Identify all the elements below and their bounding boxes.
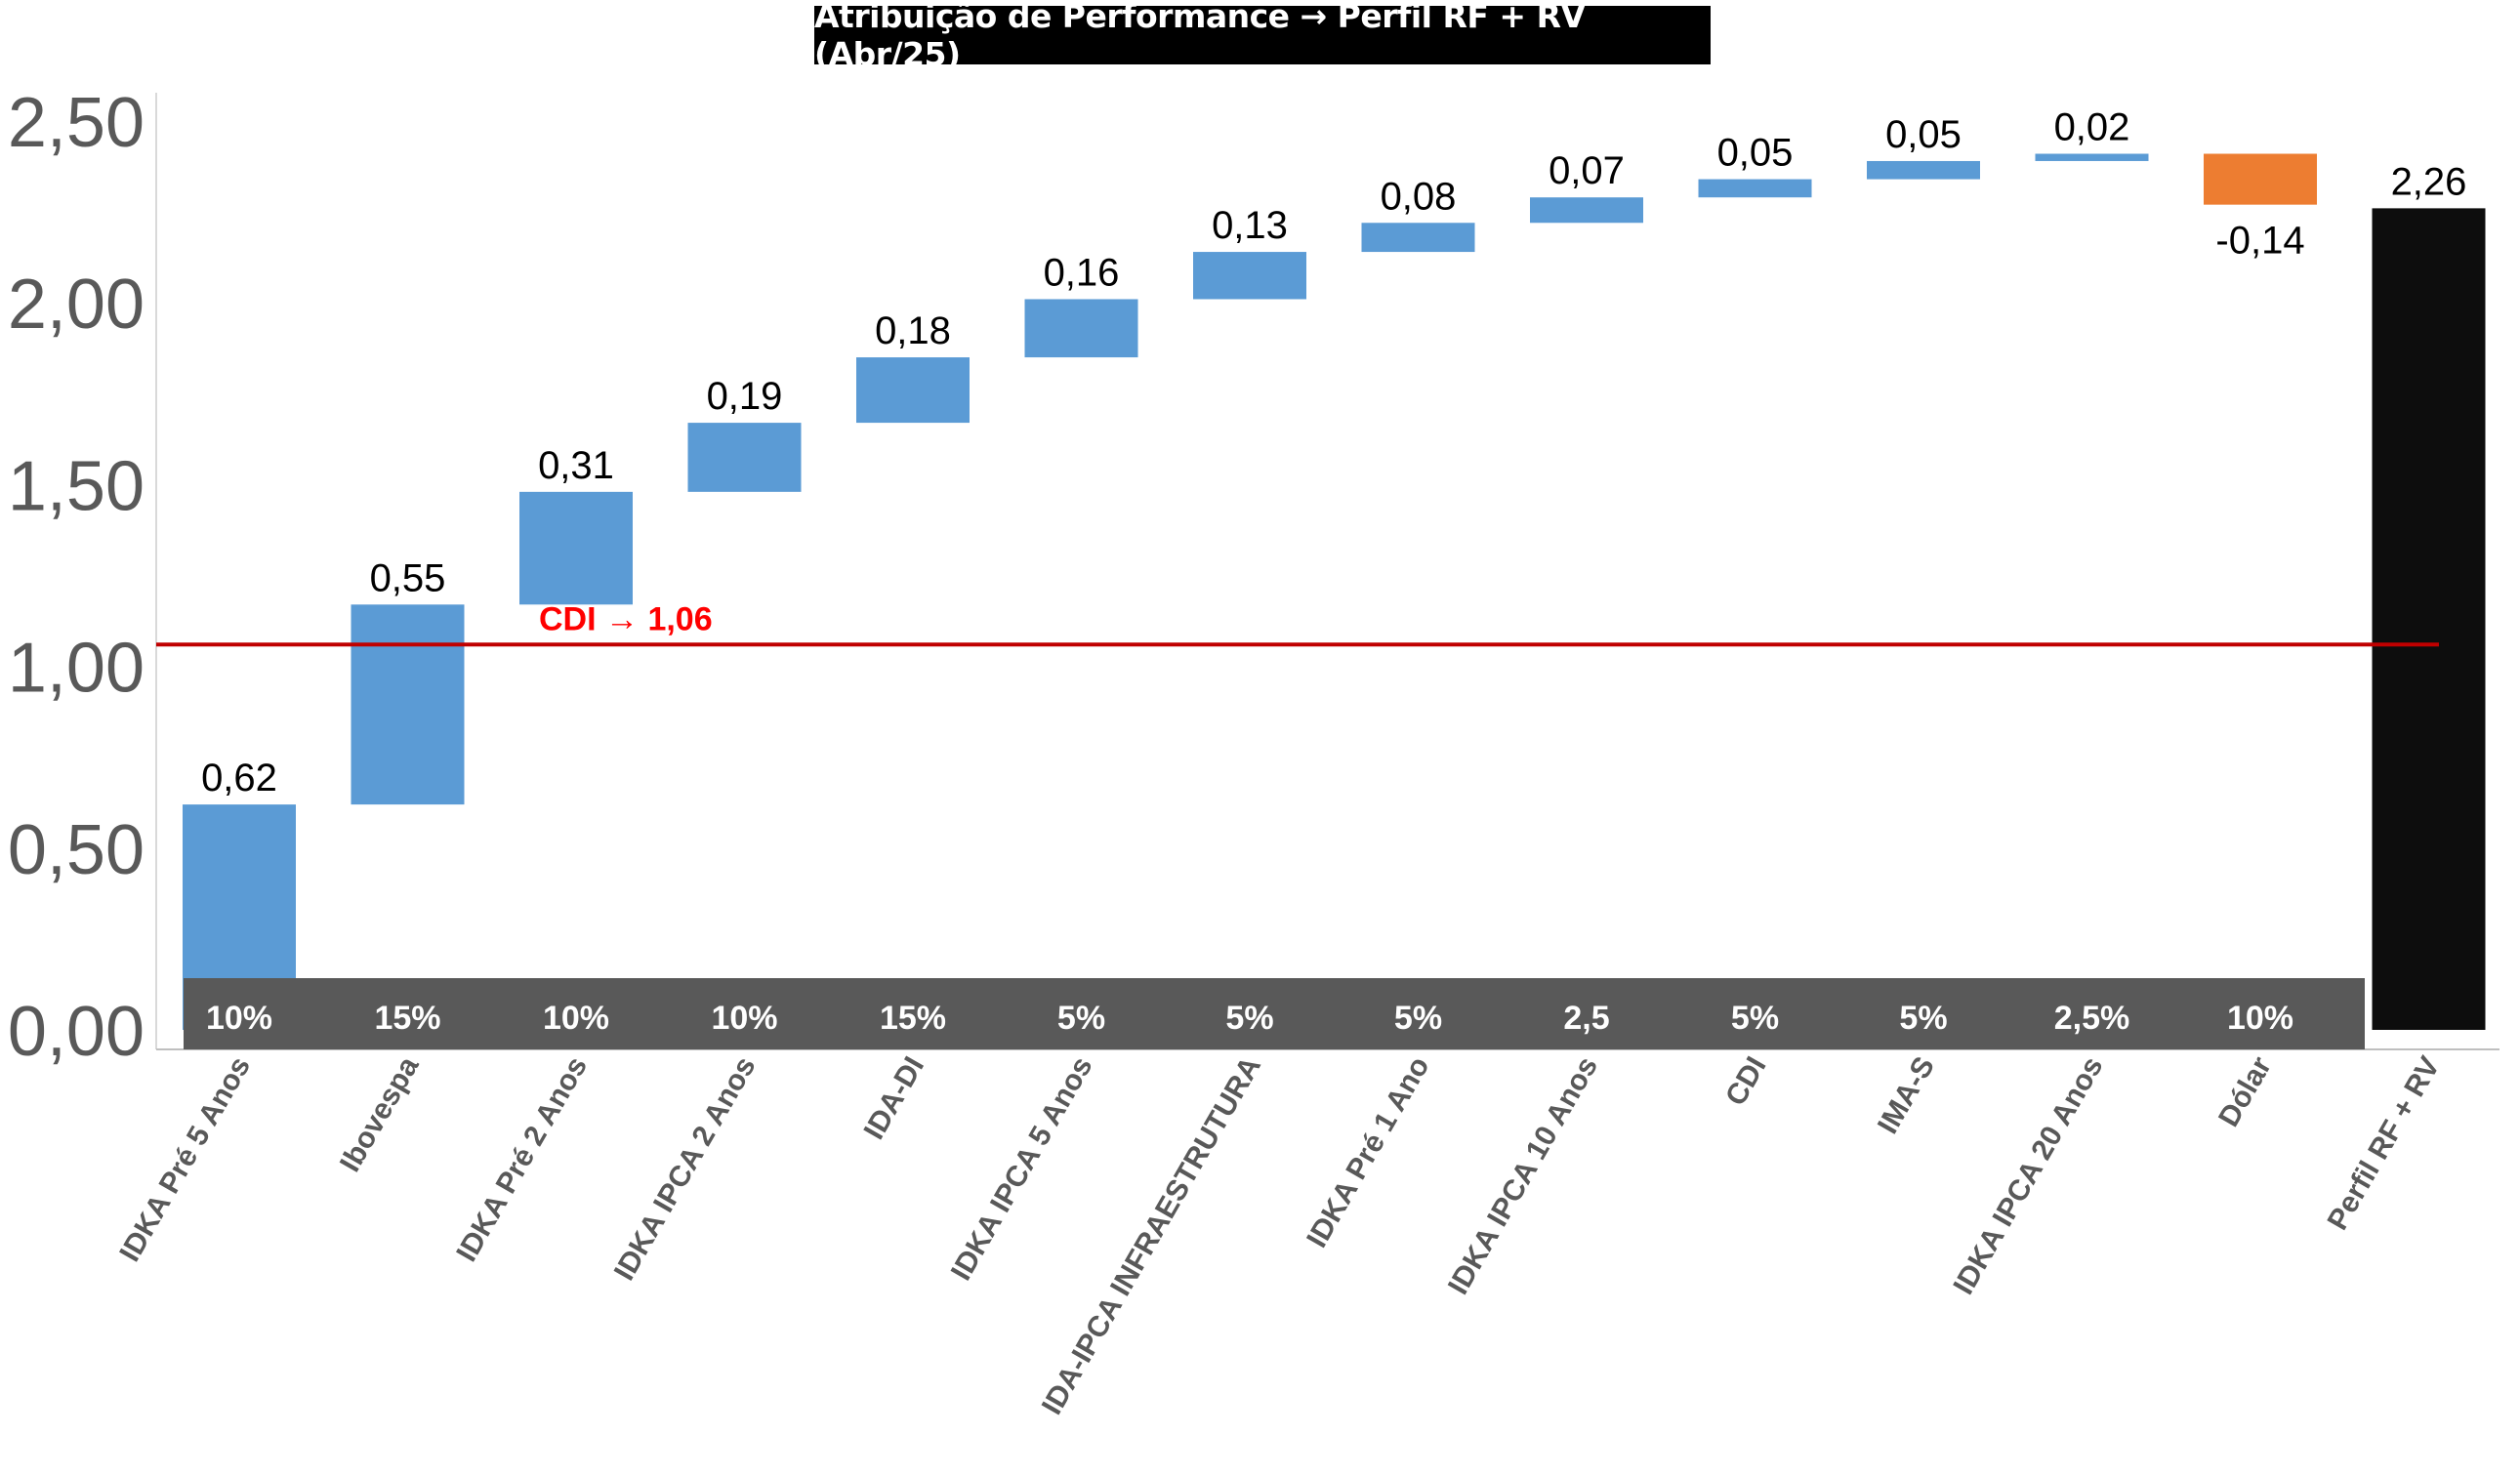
x-tick-label: IDKA IPCA 20 Anos <box>1947 1051 2109 1300</box>
x-tick-label: IDKA IPCA 5 Anos <box>945 1051 1099 1286</box>
value-label: 0,62 <box>201 757 277 800</box>
x-tick-label: Perfil RF + RV <box>2322 1051 2447 1236</box>
weight-label: 10% <box>711 1000 777 1037</box>
weight-band <box>184 978 2365 1049</box>
increase-bar <box>1867 160 1980 180</box>
weight-label: 15% <box>374 1000 440 1037</box>
value-label: -0,14 <box>2215 220 2304 263</box>
value-label: 0,31 <box>538 444 614 487</box>
total-bar <box>2372 208 2486 1031</box>
weight-label: 5% <box>1057 1000 1105 1037</box>
x-tick-label: IDKA Pré 5 Anos <box>113 1051 257 1267</box>
increase-bar <box>519 491 633 605</box>
value-label: 0,02 <box>2054 106 2130 149</box>
value-label: 0,18 <box>875 309 951 352</box>
chart-title: Atribuição de Performance → Perfil RF + … <box>814 0 1711 73</box>
x-tick-label: IDKA Pré 2 Anos <box>450 1051 594 1267</box>
increase-bar <box>856 357 970 424</box>
y-tick-label: 0,00 <box>8 993 145 1071</box>
x-tick-label: IDA-DI <box>858 1051 930 1145</box>
value-label: 0,55 <box>370 556 446 599</box>
weight-label: 5% <box>1731 1000 1779 1037</box>
weight-label: 2,5 <box>1563 1000 1609 1037</box>
value-label: 0,05 <box>1885 113 1962 156</box>
increase-bar <box>687 423 802 492</box>
increase-bar <box>351 604 465 805</box>
increase-bar <box>1530 197 1643 224</box>
value-label: 2,26 <box>2391 160 2467 203</box>
weight-label: 10% <box>2227 1000 2293 1037</box>
increase-bar <box>1698 179 1812 198</box>
weight-label: 2,5% <box>2054 1000 2130 1037</box>
weight-label: 5% <box>1394 1000 1442 1037</box>
weight-label: 5% <box>1899 1000 1947 1037</box>
x-tick-label: IDKA Pré 1 Ano <box>1301 1051 1435 1253</box>
x-tick-label: IDKA IPCA 2 Anos <box>608 1051 763 1286</box>
value-label: 0,07 <box>1549 149 1625 192</box>
decrease-bar <box>2204 153 2317 205</box>
increase-bar <box>1361 223 1475 253</box>
y-tick-label: 1,50 <box>8 447 145 525</box>
y-tick-label: 1,00 <box>8 630 145 708</box>
value-label: 0,05 <box>1717 132 1794 175</box>
weight-label: 5% <box>1225 1000 1273 1037</box>
weight-label: 15% <box>880 1000 946 1037</box>
cdi-reference-label: CDI → 1,06 <box>539 600 713 637</box>
x-tick-label: Ibovespa <box>334 1051 426 1177</box>
weight-label: 10% <box>206 1000 272 1037</box>
value-label: 0,19 <box>707 375 783 418</box>
value-label: 0,08 <box>1381 175 1457 218</box>
x-tick-label: Dólar <box>2212 1051 2278 1132</box>
x-tick-label: IDKA IPCA 10 Anos <box>1442 1051 1604 1300</box>
value-label: 0,13 <box>1212 204 1288 247</box>
value-label: 0,16 <box>1044 251 1120 294</box>
increase-bar <box>1193 252 1306 300</box>
y-tick-label: 2,50 <box>8 84 145 162</box>
x-tick-label: CDI <box>1719 1051 1772 1111</box>
weight-label: 10% <box>543 1000 609 1037</box>
y-tick-label: 0,50 <box>8 811 145 889</box>
x-tick-label: IMA-S <box>1872 1051 1941 1139</box>
increase-bar <box>2035 153 2149 161</box>
increase-bar <box>1024 299 1138 358</box>
y-tick-label: 2,00 <box>8 266 145 344</box>
